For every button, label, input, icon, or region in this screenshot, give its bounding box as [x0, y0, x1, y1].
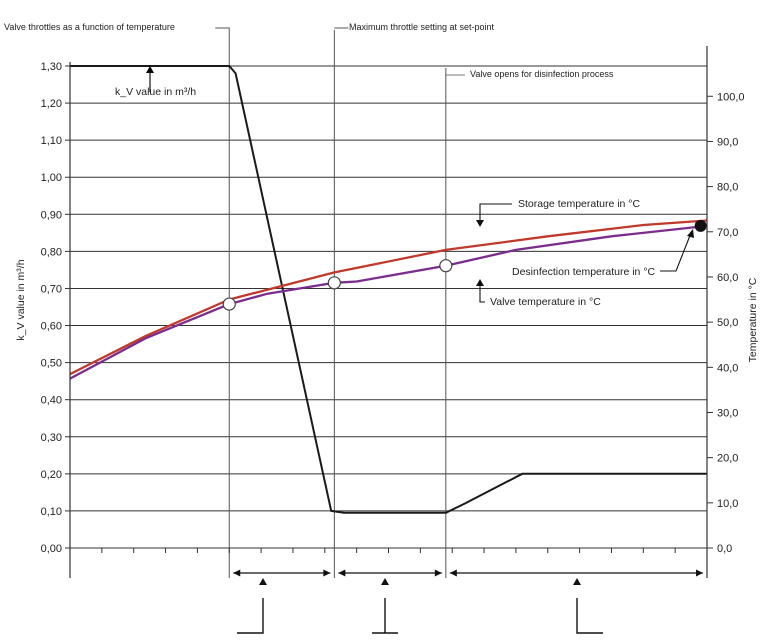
leader-disinfection: [660, 232, 692, 272]
annotation-throttle-function: Valve throttles as a function of tempera…: [4, 22, 175, 32]
tick-label-right: 20,0: [717, 453, 738, 465]
tick-label-left: 1,20: [41, 98, 62, 110]
filled-marker: [694, 219, 707, 232]
tick-label-left: 1,10: [41, 135, 62, 147]
tick-label-left: 0,30: [41, 432, 62, 444]
tick-label-right: 70,0: [717, 227, 738, 239]
tick-label-left: 1,00: [41, 172, 62, 184]
tick-label-left: 0,80: [41, 246, 62, 258]
phase-arrow-right: [323, 569, 331, 577]
tick-label-right: 90,0: [717, 136, 738, 148]
phase-guides: [228, 30, 447, 578]
tick-label-right: 60,0: [717, 272, 738, 284]
tick-label-left: 0,10: [41, 506, 62, 518]
tick-label-left: 1,30: [41, 61, 62, 73]
arrowhead-disinfection: [687, 229, 694, 238]
callout-bracket-3: [576, 598, 603, 634]
series-line-valve_temperature: [69, 224, 708, 380]
tick-label-left: 0,40: [41, 395, 62, 407]
leader-valve-temp: [479, 284, 485, 303]
grid: [70, 65, 707, 549]
phase-arrows: [233, 569, 703, 634]
tick-label-right: 50,0: [717, 317, 738, 329]
left-ticks: 0,00 0,10 0,20 0,30 0,40 0,50 0,60 0,70 0,80 0,90…: [41, 61, 70, 555]
callout-bracket-1: [237, 598, 264, 634]
phase-pointer: [259, 578, 267, 585]
tick-label-left: 0,70: [41, 283, 62, 295]
arrowhead-valve-temp: [476, 279, 484, 286]
phase-pointer: [381, 578, 389, 585]
annotation-kv-inline: k_V value in m³/h: [115, 86, 196, 98]
y-axis-right-title: Temperature in °C: [747, 277, 759, 362]
tick-label-left: 0,20: [41, 469, 62, 481]
leader-throttle: [215, 27, 230, 30]
arrowhead-storage: [476, 220, 484, 227]
tick-label-left: 0,90: [41, 209, 62, 221]
open-marker: [222, 297, 236, 311]
arrowhead-kv-inline: [146, 66, 154, 73]
tick-label-right: 0,0: [717, 543, 732, 555]
phase-arrow-right: [696, 569, 703, 577]
open-marker: [439, 259, 453, 273]
tick-label-left: 0,60: [41, 321, 62, 333]
phase-arrow-left: [449, 569, 457, 577]
open-marker: [327, 276, 341, 290]
series-line-kv_value: [70, 65, 707, 514]
tick-label-right: 100,0: [717, 91, 745, 103]
annotation-leaders: [146, 27, 694, 303]
phase-arrow-right: [434, 569, 442, 577]
phase-pointer: [573, 578, 581, 585]
tick-label-right: 40,0: [717, 362, 738, 374]
tick-label-right: 10,0: [717, 498, 738, 510]
right-ticks: 0,0 10,0 20,0 30,0 40,0 50,0 60,0 70,0 80,0 90,0 1…: [707, 91, 745, 555]
series-line-storage_temperature: [69, 219, 708, 376]
phase-arrow-left: [338, 569, 346, 577]
tick-label-left: 0,00: [41, 543, 62, 555]
annotation-max-throttle: Maximum throttle setting at set-point: [349, 22, 495, 32]
label-valve-temperature: Valve temperature in °C: [490, 296, 601, 308]
series-group: [69, 65, 708, 514]
phase-arrow-left: [233, 569, 241, 577]
tick-label-left: 0,50: [41, 358, 62, 370]
annotation-valve-opens: Valve opens for disinfection process: [470, 69, 614, 79]
leader-storage: [479, 203, 512, 222]
axes: [69, 46, 708, 578]
label-storage-temperature: Storage temperature in °C: [518, 198, 641, 210]
tick-label-right: 80,0: [717, 182, 738, 194]
tick-label-right: 30,0: [717, 407, 738, 419]
markers: [222, 219, 707, 311]
y-axis-left-title: k_V value in m³/h: [15, 259, 27, 340]
label-disinfection-temperature: Desinfection temperature in °C: [512, 266, 656, 278]
